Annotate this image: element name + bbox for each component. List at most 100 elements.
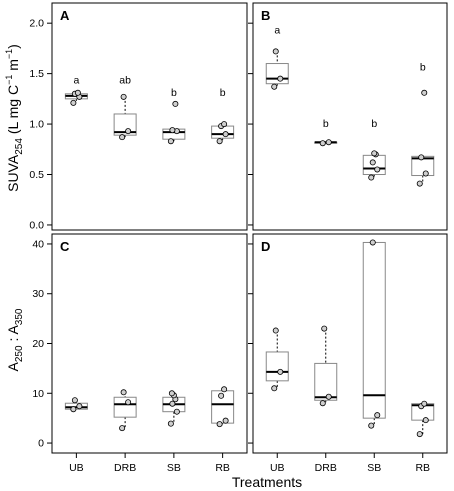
data-point bbox=[374, 166, 381, 173]
data-point bbox=[272, 327, 279, 334]
data-point bbox=[271, 83, 278, 90]
panel-label: A bbox=[60, 8, 70, 23]
data-point bbox=[221, 386, 228, 393]
box-drb bbox=[314, 325, 338, 407]
data-point bbox=[172, 100, 179, 107]
data-point bbox=[125, 128, 132, 135]
box-drb bbox=[314, 139, 338, 147]
panel-b: Ba b b b bbox=[248, 2, 448, 231]
data-point bbox=[216, 421, 223, 428]
box-drb bbox=[113, 389, 137, 432]
data-point bbox=[369, 159, 376, 166]
panel-c: C 0 10 20 30 40 UB DRB SB RB bbox=[32, 233, 248, 474]
x-tick-label: SB bbox=[167, 462, 181, 474]
data-point bbox=[120, 93, 127, 100]
data-point bbox=[421, 400, 428, 407]
data-point bbox=[325, 393, 332, 400]
x-tick-label: UB bbox=[69, 462, 84, 474]
x-axis-title: Treatments bbox=[232, 474, 302, 490]
y-tick-label: 10 bbox=[32, 388, 44, 400]
x-tick-label: SB bbox=[367, 462, 381, 474]
box-iqr bbox=[362, 241, 386, 419]
data-point bbox=[70, 99, 77, 106]
panel-label: C bbox=[60, 239, 70, 254]
y-axis-title-suva: SUVA254 (L mg C−1 m−1) bbox=[4, 44, 25, 192]
y-tick-label: 30 bbox=[32, 288, 44, 300]
data-point bbox=[271, 385, 278, 392]
data-point bbox=[125, 399, 132, 406]
panel-label: D bbox=[261, 239, 270, 254]
svg-text:A250 : A350: A250 : A350 bbox=[5, 308, 25, 371]
box-iqr bbox=[113, 396, 137, 418]
x-tick-label: UB bbox=[270, 462, 285, 474]
panel-d: D UB DRB SB RB bbox=[248, 233, 448, 474]
svg-text:SUVA254 (L mg C−1 m−1): SUVA254 (L mg C−1 m−1) bbox=[4, 44, 25, 192]
data-point bbox=[71, 397, 78, 404]
data-point bbox=[277, 368, 284, 375]
data-point bbox=[169, 400, 176, 407]
data-point bbox=[76, 403, 83, 410]
x-tick-label: DRB bbox=[114, 462, 136, 474]
y-tick-label: 1.5 bbox=[29, 68, 44, 80]
panel-frame bbox=[252, 2, 448, 231]
y-axis-title-a250-a350: A250 : A350 bbox=[5, 308, 25, 371]
data-point bbox=[173, 408, 180, 415]
data-point bbox=[416, 180, 423, 187]
data-point bbox=[421, 89, 428, 96]
y-tick-label: 20 bbox=[32, 338, 44, 350]
data-point bbox=[70, 406, 77, 413]
box-ub bbox=[64, 89, 88, 106]
data-point bbox=[325, 139, 332, 146]
box-drb bbox=[113, 93, 137, 141]
data-point bbox=[422, 417, 429, 424]
data-point bbox=[168, 390, 175, 397]
x-tick-label: DRB bbox=[315, 462, 337, 474]
x-tick-label: RB bbox=[415, 462, 430, 474]
data-point bbox=[319, 400, 326, 407]
data-point bbox=[374, 412, 381, 419]
x-tick-label: RB bbox=[215, 462, 230, 474]
significance-letter: b bbox=[220, 87, 226, 99]
significance-letter: b bbox=[171, 87, 177, 99]
data-point bbox=[418, 154, 425, 161]
significance-letter: ab bbox=[119, 75, 131, 87]
significance-letter: a bbox=[274, 24, 280, 36]
y-tick-label: 40 bbox=[32, 238, 44, 250]
data-point bbox=[169, 127, 176, 134]
data-point bbox=[368, 422, 375, 429]
box-iqr bbox=[265, 63, 289, 85]
data-point bbox=[222, 131, 229, 138]
y-tick-label: 0.0 bbox=[29, 219, 44, 231]
significance-letter: a bbox=[73, 75, 79, 87]
y-tick-label: 2.0 bbox=[29, 18, 44, 30]
box-rb bbox=[211, 386, 235, 428]
data-point bbox=[368, 174, 375, 181]
data-point bbox=[416, 431, 423, 438]
box-iqr bbox=[265, 351, 289, 382]
y-tick-label: 0.5 bbox=[29, 169, 44, 181]
box-ub bbox=[265, 327, 289, 392]
box-iqr bbox=[314, 362, 338, 401]
significance-letter: b bbox=[420, 62, 426, 74]
significance-letter: b bbox=[323, 118, 329, 130]
data-point bbox=[216, 138, 223, 145]
significance-letter: b bbox=[371, 118, 377, 130]
data-point bbox=[272, 48, 279, 55]
data-point bbox=[221, 121, 228, 128]
data-point bbox=[369, 239, 376, 246]
data-point bbox=[119, 134, 126, 141]
panel-label: B bbox=[261, 8, 270, 23]
data-point bbox=[371, 150, 378, 157]
data-point bbox=[319, 140, 326, 147]
box-rb bbox=[411, 89, 435, 187]
box-sb bbox=[362, 239, 386, 429]
data-point bbox=[222, 417, 229, 424]
data-point bbox=[321, 325, 328, 332]
box-sb bbox=[162, 100, 186, 145]
box-rb bbox=[411, 400, 435, 438]
panel-frame bbox=[51, 2, 248, 231]
data-point bbox=[119, 425, 126, 432]
box-ub bbox=[265, 48, 289, 90]
